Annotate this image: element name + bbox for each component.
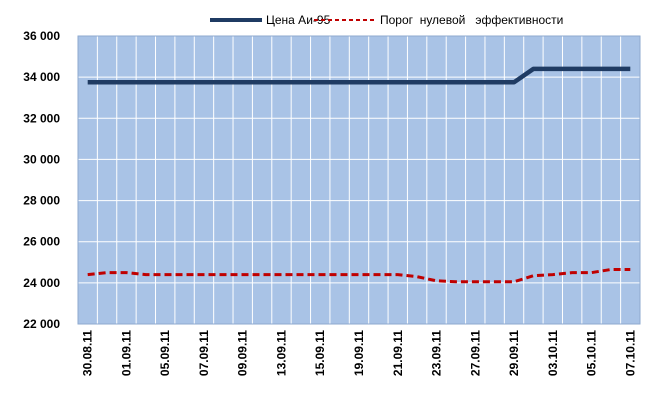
series-layer bbox=[87, 66, 631, 284]
x-tick-label: 01.09.11 bbox=[119, 330, 133, 376]
x-tick-label: 29.09.11 bbox=[507, 330, 521, 376]
legend: Цена Аи-95 Порог нулевой эффективности bbox=[210, 13, 563, 27]
y-tick-label: 24 000 bbox=[23, 276, 60, 290]
x-tick-label: 27.09.11 bbox=[468, 330, 482, 376]
x-tick-label: 07.09.11 bbox=[197, 330, 211, 376]
x-tick-label: 05.10.11 bbox=[585, 330, 599, 376]
x-tick-label: 07.10.11 bbox=[623, 330, 637, 376]
x-tick-label: 09.09.11 bbox=[236, 330, 250, 376]
x-tick-label: 13.09.11 bbox=[274, 330, 288, 376]
x-tick-label: 23.09.11 bbox=[430, 330, 444, 376]
y-tick-label: 30 000 bbox=[23, 152, 60, 166]
series-line-threshold bbox=[87, 268, 631, 284]
y-tick-label: 36 000 bbox=[23, 29, 60, 43]
plot-border bbox=[77, 35, 641, 325]
x-tick-label: 03.10.11 bbox=[546, 330, 560, 376]
plot-area bbox=[78, 36, 640, 324]
y-tick-label: 34 000 bbox=[23, 70, 60, 84]
x-tick-label: 15.09.11 bbox=[313, 330, 327, 376]
x-tick-label: 05.09.11 bbox=[158, 330, 172, 376]
x-axis-ticks: 30.08.11 01.09.11 05.09.11 07.09.11 09.09.11… bbox=[81, 330, 638, 376]
y-tick-label: 28 000 bbox=[23, 194, 60, 208]
x-tick-label: 30.08.11 bbox=[81, 330, 95, 376]
y-tick-label: 26 000 bbox=[23, 235, 60, 249]
x-tick-label: 21.09.11 bbox=[391, 330, 405, 376]
y-tick-label: 32 000 bbox=[23, 111, 60, 125]
y-tick-label: 22 000 bbox=[23, 317, 60, 331]
legend-label-price: Цена Аи-95 bbox=[266, 13, 331, 27]
x-tick-label: 19.09.11 bbox=[352, 330, 366, 376]
legend-label-threshold: Порог нулевой эффективности bbox=[380, 13, 563, 27]
y-axis-ticks: 22 000 24 000 26 000 28 000 30 000 32 000 34 0… bbox=[23, 29, 60, 331]
